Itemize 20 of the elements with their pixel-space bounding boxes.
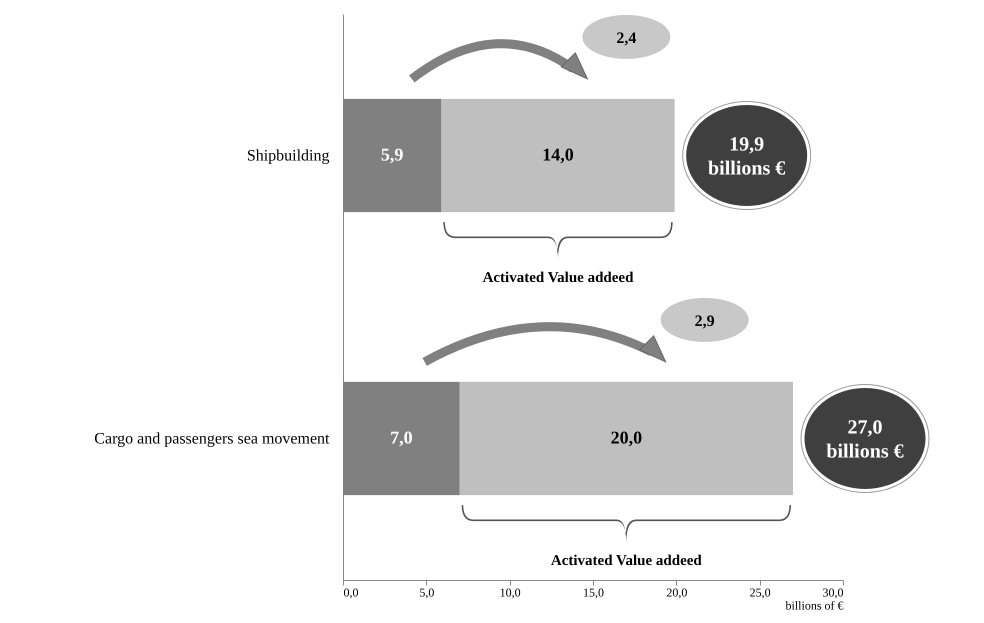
x-tick-label: 20,0 (666, 586, 688, 600)
data-label: 20,0 (610, 428, 642, 448)
annotation: Activated Value addeed (482, 270, 634, 286)
y-tick-label: Cargo and passengers sea movement (94, 430, 330, 448)
data-label: 5,9 (380, 144, 404, 164)
x-axis-title: billions of € (785, 598, 844, 612)
x-tick-label: 5,0 (419, 586, 434, 600)
annotation: 2,4 (616, 30, 636, 47)
data-label: 14,0 (542, 144, 574, 164)
x-tick-label: 15,0 (583, 586, 604, 600)
total-label: 19,9 billions € (708, 134, 786, 180)
annotation: Activated Value addeed (550, 553, 702, 570)
x-tick-label: 25,0 (750, 586, 771, 600)
data-label: 7,0 (390, 428, 413, 448)
y-tick-label: Shipbuilding (246, 148, 330, 164)
annotation: 2,9 (694, 312, 715, 330)
total-label: 27,0 billions € (826, 416, 904, 462)
x-tick-label: 10,0 (500, 586, 521, 600)
x-tick-label: 0,0 (344, 586, 358, 600)
x-tick-label: 30,0 (822, 586, 844, 600)
